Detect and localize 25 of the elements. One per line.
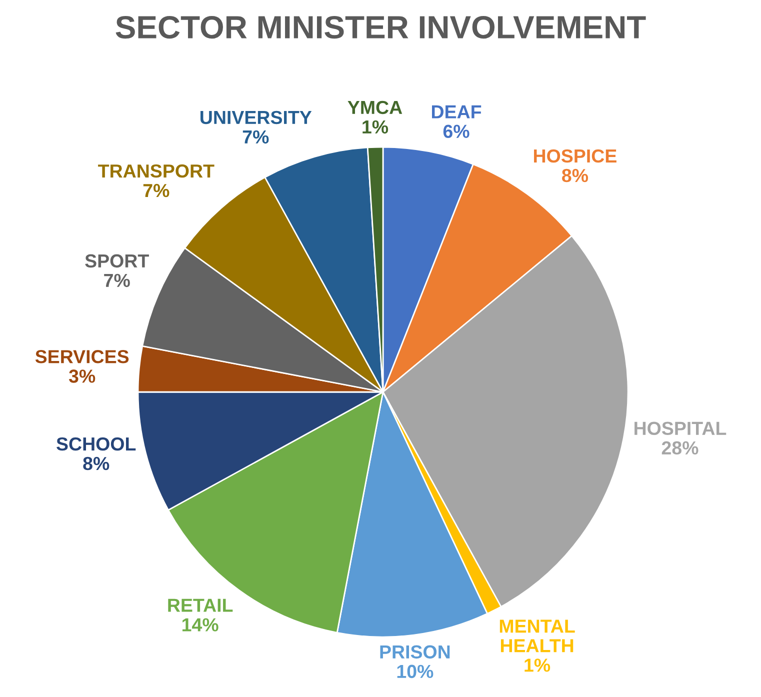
slice-label: SPORT <box>85 254 149 268</box>
data-label: 7% <box>242 130 269 144</box>
data-label: 7% <box>143 184 170 198</box>
data-label: 8% <box>562 168 588 182</box>
data-label: 8% <box>83 456 110 470</box>
data-label: 1% <box>362 120 388 134</box>
slice-label: SCHOOL <box>56 437 136 451</box>
slice-label: SERVICES <box>35 350 129 364</box>
slice-label: MENTAL HEALTH <box>500 620 575 652</box>
data-label: 1% <box>524 658 550 672</box>
slice-label: HOSPITAL <box>634 422 726 436</box>
slice-label: PRISON <box>380 645 450 659</box>
chart-title: SECTOR MINISTER INVOLVEMENT <box>116 16 646 39</box>
slice-label: TRANSPORT <box>98 164 214 178</box>
data-label: 28% <box>662 441 698 455</box>
data-label: 14% <box>182 618 218 632</box>
data-label: 7% <box>104 274 130 288</box>
data-label: 3% <box>68 370 96 383</box>
data-label: 10% <box>397 664 434 678</box>
slice-label: UNIVERSITY <box>200 110 312 124</box>
slice-label: YMCA <box>348 100 402 114</box>
slice-label: DEAF <box>432 105 482 118</box>
data-label: 6% <box>443 124 470 138</box>
slice-label: RETAIL <box>168 598 233 612</box>
slice-label: HOSPICE <box>534 149 616 163</box>
